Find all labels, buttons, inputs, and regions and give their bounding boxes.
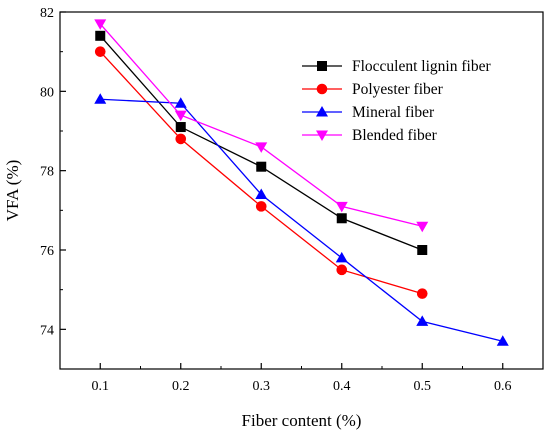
data-point-triangle-down	[416, 221, 429, 233]
legend-entry: Mineral fiber	[302, 104, 435, 121]
axes: 0.1 0.2 0.3 0.4 0.5 0.6 74 76 78 80 82	[40, 6, 544, 394]
data-point-square	[256, 161, 267, 172]
y-axis-title: VFA (%)	[3, 160, 22, 222]
series-line	[100, 98, 503, 342]
legend-entry: Blended fiber	[302, 127, 438, 144]
data-point-triangle-up	[335, 251, 348, 263]
data-point-triangle-down	[174, 110, 187, 122]
data-point-triangle-down	[316, 130, 328, 141]
data-point-triangle-down	[335, 201, 348, 213]
x-axis-title: Fiber content (%)	[242, 411, 362, 430]
x-tick-label: 0.4	[333, 379, 351, 394]
data-point-square	[175, 122, 186, 133]
data-point-circle	[316, 83, 328, 95]
data-point-square	[336, 213, 347, 224]
y-tick-label: 78	[40, 165, 54, 180]
series	[94, 19, 429, 233]
data-point-circle	[175, 133, 187, 145]
x-tick-label: 0.2	[172, 379, 190, 394]
data-point-square	[417, 245, 428, 255]
series	[94, 46, 428, 299]
data-point-circle	[94, 46, 106, 57]
series	[94, 93, 509, 346]
legend-entry: Polyester fiber	[302, 81, 444, 98]
data-point-triangle-down	[94, 19, 107, 30]
data-point-square	[317, 61, 327, 71]
data-point-triangle-up	[255, 188, 268, 199]
y-tick-label: 74	[40, 323, 54, 338]
legend-entry: Flocculent lignin fiber	[302, 58, 491, 75]
legend-label: Polyester fiber	[352, 81, 444, 98]
data-point-triangle-up	[316, 106, 328, 117]
x-tick-label: 0.3	[253, 379, 271, 394]
data-point-triangle-up	[94, 93, 107, 104]
legend-label: Mineral fiber	[352, 104, 435, 121]
data-point-triangle-up	[416, 315, 429, 326]
y-tick-label: 80	[40, 85, 54, 100]
y-tick-label: 76	[40, 244, 54, 259]
data-point-circle	[416, 288, 428, 299]
x-tick-label: 0.1	[92, 379, 110, 394]
y-tick-label: 82	[40, 6, 54, 21]
legend-label: Flocculent lignin fiber	[352, 58, 491, 75]
legend: Flocculent lignin fiber Polyester fiber Mi…	[302, 58, 491, 144]
data-point-circle	[336, 264, 348, 276]
legend-label: Blended fiber	[352, 127, 438, 144]
data-point-triangle-up	[496, 335, 509, 346]
x-tick-label: 0.6	[494, 379, 512, 394]
data-point-circle	[255, 201, 267, 212]
data-point-square	[95, 30, 106, 41]
data-point-triangle-down	[255, 142, 268, 153]
x-tick-label: 0.5	[414, 379, 432, 394]
data-point-triangle-up	[174, 97, 187, 108]
series	[95, 30, 428, 255]
series-layer	[94, 19, 509, 346]
